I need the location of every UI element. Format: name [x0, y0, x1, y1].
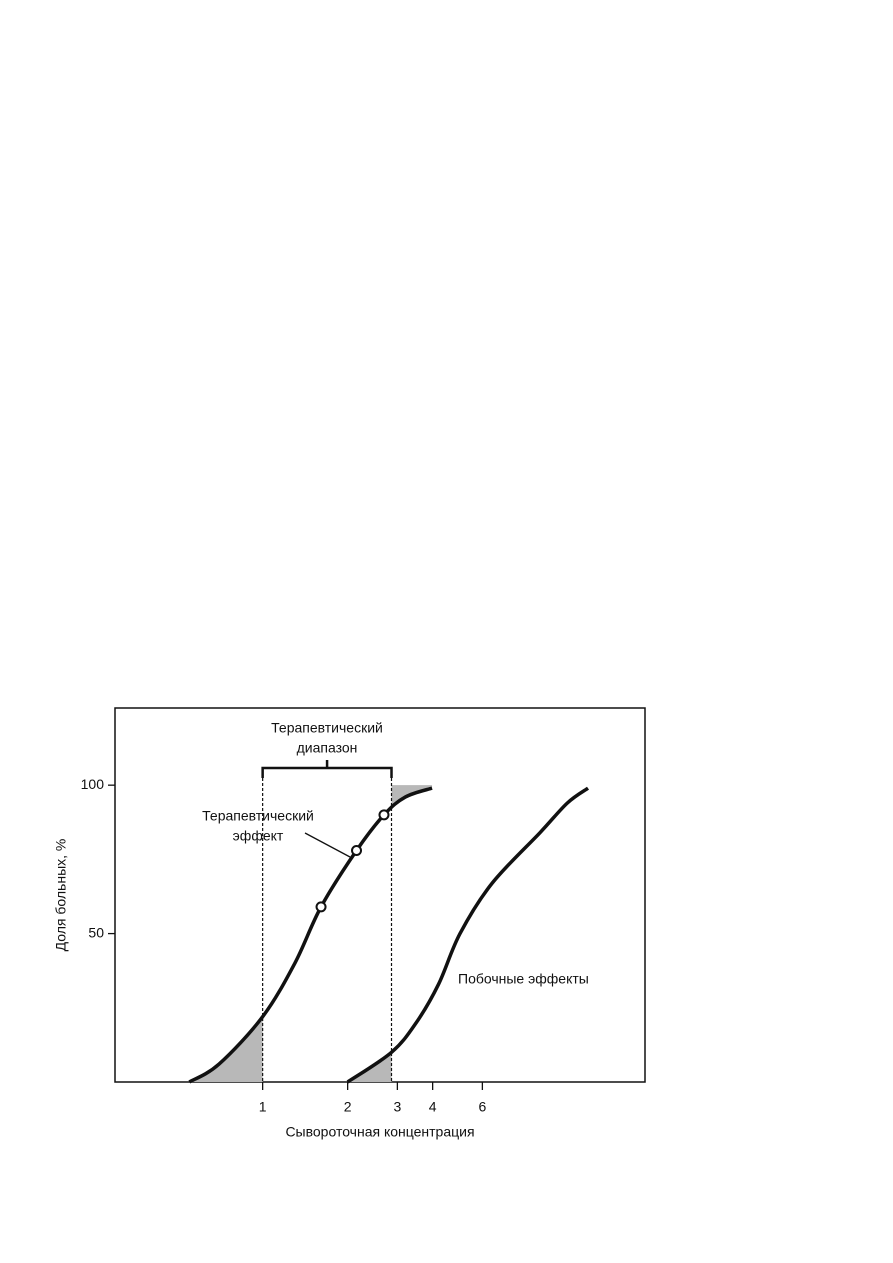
leader-line [304, 832, 351, 858]
x-tick-label: 6 [478, 1099, 486, 1115]
highlight-point [378, 809, 390, 821]
range-label: диапазон [297, 740, 358, 756]
annotation: Терапевтический [202, 808, 314, 824]
range-bracket [261, 760, 393, 778]
x-tick-label: 2 [344, 1099, 352, 1115]
plot-frame [114, 707, 646, 1083]
x-tick-label: 1 [259, 1099, 267, 1115]
x-axis-label: Сывороточная концентрация [285, 1124, 474, 1140]
range-label: Терапевтический [271, 720, 383, 736]
annotation: эффект [233, 828, 284, 844]
x-tick-label: 3 [393, 1099, 401, 1115]
x-tick-label: 4 [429, 1099, 437, 1115]
curve [188, 786, 433, 1084]
shaded-area [391, 785, 433, 808]
y-axis-label: Доля больных, % [53, 839, 69, 952]
y-tick-label: 100 [81, 776, 105, 792]
shaded-area [347, 1052, 392, 1082]
highlight-point [351, 844, 363, 856]
shaded-area [189, 1016, 263, 1082]
highlight-point [315, 901, 327, 913]
annotation: Побочные эффекты [458, 971, 589, 987]
curve [346, 786, 590, 1084]
y-tick-label: 50 [88, 924, 104, 940]
